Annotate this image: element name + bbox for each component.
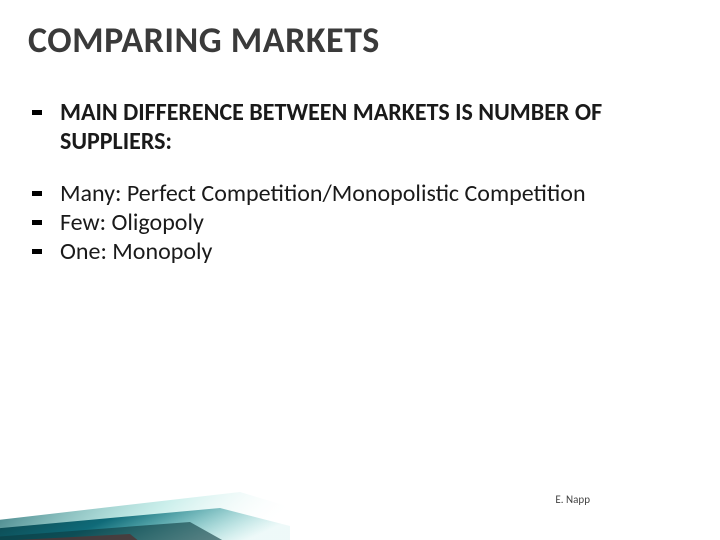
bullet-item: One: Monopoly — [54, 237, 692, 266]
bullet-item: Many: Perfect Competition/Monopolistic C… — [54, 179, 692, 208]
bullet-list: MAIN DIFFERENCE BETWEEN MARKETS IS NUMBE… — [28, 98, 692, 266]
author-label: E. Napp — [555, 493, 590, 506]
heading-text: MAIN DIFFERENCE BETWEEN MARKETS IS NUMBE… — [60, 98, 602, 156]
decorative-wedge-icon — [0, 430, 300, 540]
bullet-heading: MAIN DIFFERENCE BETWEEN MARKETS IS NUMBE… — [54, 98, 692, 157]
slide-title: COMPARING MARKETS — [28, 18, 692, 62]
slide: COMPARING MARKETS MAIN DIFFERENCE BETWEE… — [0, 0, 720, 540]
bullet-item: Few: Oligopoly — [54, 208, 692, 237]
